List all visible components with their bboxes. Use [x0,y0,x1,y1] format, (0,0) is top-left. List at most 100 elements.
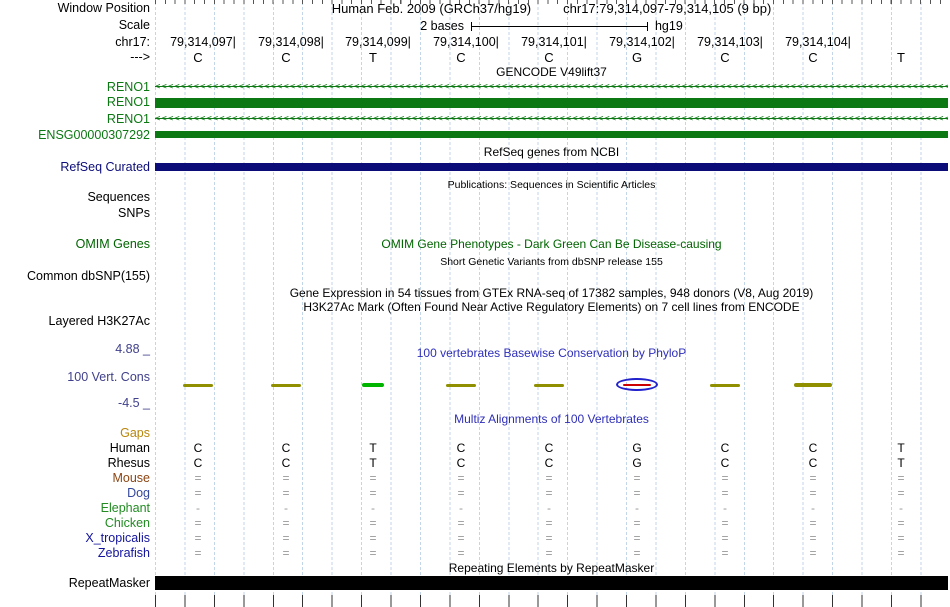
track-label-ensg[interactable]: ENSG00000307292 [38,128,150,142]
align-cell: = [457,516,465,530]
align-cell: = [897,516,905,530]
align-cell: = [721,516,729,530]
track-label-refseq[interactable]: RefSeq Curated [60,160,150,174]
species-label-human[interactable]: Human [109,441,150,455]
align-cell: = [721,486,729,500]
align-cell: = [721,531,729,545]
align-cell: C [544,456,554,470]
species-label-chicken[interactable]: Chicken [104,516,150,530]
repeatmasker-title: Repeating Elements by RepeatMasker [448,561,655,575]
track-label-phylop[interactable]: 100 Vert. Cons [67,370,150,384]
track-label-dbsnp[interactable]: Common dbSNP(155) [27,269,150,283]
species-label-elephant[interactable]: Elephant [100,501,150,515]
align-cell: = [282,546,290,560]
align-cell: C [193,441,203,455]
reference-base: C [456,50,466,65]
coordinate-2: 79,314,099| [345,35,411,49]
align-cell: = [633,546,641,560]
scale-row-label: Scale [118,18,150,32]
align-cell: = [369,546,377,560]
gencode-transcript-bar-2[interactable] [155,98,948,108]
align-cell: - [899,501,903,515]
track-label-repeatmasker[interactable]: RepeatMasker [68,576,150,590]
align-cell: = [897,471,905,485]
omim-title: OMIM Gene Phenotypes - Dark Green Can Be… [381,237,722,251]
align-cell: = [282,486,290,500]
coordinate-3: 79,314,100| [433,35,499,49]
align-cell: - [284,501,288,515]
track-label-h3k27ac[interactable]: Layered H3K27Ac [48,314,150,328]
refseq-feature-bar[interactable] [155,163,948,171]
alignment-row-elephant: - - - - - - - - - [155,502,948,516]
align-cell: C [808,441,818,455]
species-label-x-tropicalis[interactable]: X_tropicalis [85,531,150,545]
species-label-mouse[interactable]: Mouse [112,471,150,485]
scale-bases-label: 2 bases [420,19,464,33]
phylop-wiggle-mark-3 [362,383,384,387]
scale-bar-line [470,25,648,27]
align-cell: - [459,501,463,515]
reference-base: T [897,50,905,65]
species-label-zebrafish[interactable]: Zebrafish [97,546,150,560]
track-label-omim[interactable]: OMIM Genes [75,237,150,251]
ruler-ticks-top [155,0,949,4]
gencode-transcript-arrows-3[interactable]: <<<<<<<<<<<<<<<<<<<<<<<<<<<<<<<<<<<<<<<<… [155,115,948,124]
align-cell: C [193,456,203,470]
gencode-transcript-bar-4[interactable] [155,131,948,138]
align-cell: C [281,456,291,470]
coordinate-0: 79,314,097| [170,35,236,49]
reference-base: C [808,50,818,65]
align-cell: - [371,501,375,515]
track-label-snps[interactable]: SNPs [118,206,150,220]
coordinate-7: 79,314,104| [785,35,851,49]
align-cell: T [897,441,905,455]
phylop-wiggle-mark-1 [183,384,213,387]
reference-base: C [544,50,554,65]
align-cell: G [632,456,642,470]
repeatmasker-feature-bar[interactable] [155,576,948,590]
reference-base: G [631,50,643,65]
coordinate-row: 79,314,097| 79,314,098| 79,314,099| 79,3… [155,36,948,50]
refseq-title: RefSeq genes from NCBI [483,145,620,159]
reference-base: C [720,50,730,65]
track-label-reno1-3[interactable]: RENO1 [106,112,150,126]
multiz-title: Multiz Alignments of 100 Vertebrates [454,412,649,426]
phylop-wiggle-mark-7 [710,384,740,387]
align-cell: = [194,486,202,500]
phylop-title: 100 vertebrates Basewise Conservation by… [416,346,687,360]
align-cell: = [282,531,290,545]
gencode-transcript-arrows-1[interactable]: <<<<<<<<<<<<<<<<<<<<<<<<<<<<<<<<<<<<<<<<… [155,83,948,92]
align-cell: = [633,486,641,500]
align-cell: = [457,471,465,485]
align-cell: C [720,441,730,455]
track-label-sequences[interactable]: Sequences [87,190,150,204]
align-cell: = [194,531,202,545]
species-label-dog[interactable]: Dog [127,486,150,500]
track-label-reno1-2[interactable]: RENO1 [106,95,150,109]
align-cell: = [545,516,553,530]
h3k27ac-title: H3K27Ac Mark (Often Found Near Active Re… [303,300,800,314]
align-cell: = [545,486,553,500]
alignment-row-x-tropicalis: = = = = = = = = = [155,532,948,546]
align-cell: = [369,531,377,545]
align-cell: C [281,441,291,455]
align-cell: = [194,516,202,530]
species-label-rhesus[interactable]: Rhesus [107,456,150,470]
phylop-upper-limit: 4.88 _ [115,342,150,356]
align-cell: = [545,471,553,485]
align-cell: = [809,531,817,545]
align-cell: = [633,471,641,485]
align-cell: T [369,456,377,470]
alignment-row-human: C C T C C G C C T [155,442,948,456]
coordinate-1: 79,314,098| [258,35,324,49]
align-cell: C [544,441,554,455]
align-cell: = [897,531,905,545]
track-label-reno1-1[interactable]: RENO1 [106,80,150,94]
track-label-gaps[interactable]: Gaps [120,426,150,440]
align-cell: T [897,456,905,470]
phylop-wiggle-mark-2 [271,384,301,387]
align-cell: C [720,456,730,470]
scale-bar [470,21,648,31]
dbsnp-title: Short Genetic Variants from dbSNP releas… [440,256,663,268]
